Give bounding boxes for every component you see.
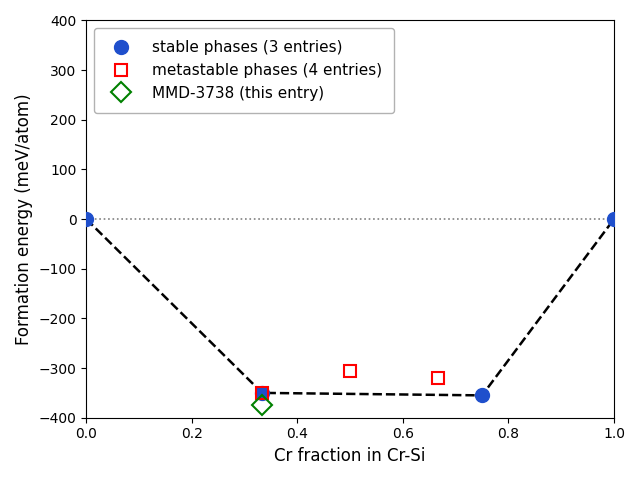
stable phases (3 entries) [83, 216, 90, 222]
stable phases (3 entries) [259, 390, 266, 396]
metastable phases (4 entries) [346, 368, 354, 373]
X-axis label: Cr fraction in Cr-Si: Cr fraction in Cr-Si [275, 447, 426, 465]
stable phases (3 entries) [478, 393, 486, 398]
Legend: stable phases (3 entries), metastable phases (4 entries), MMD-3738 (this entry): stable phases (3 entries), metastable ph… [94, 28, 394, 113]
stable phases (3 entries) [610, 216, 618, 222]
metastable phases (4 entries) [259, 390, 266, 396]
Line: metastable phases (4 entries): metastable phases (4 entries) [256, 364, 444, 399]
Line: stable phases (3 entries): stable phases (3 entries) [79, 212, 621, 402]
metastable phases (4 entries) [435, 375, 442, 381]
Y-axis label: Formation energy (meV/atom): Formation energy (meV/atom) [15, 93, 33, 345]
